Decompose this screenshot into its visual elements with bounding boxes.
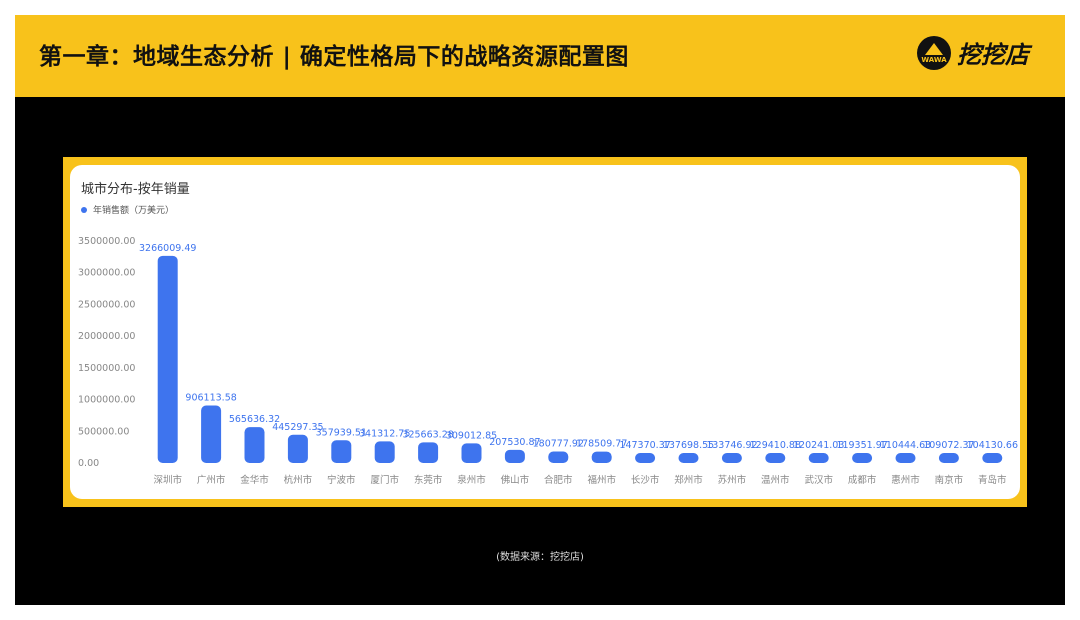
bar[interactable] bbox=[895, 453, 916, 463]
bar[interactable] bbox=[157, 255, 178, 463]
bar[interactable] bbox=[418, 442, 439, 463]
x-tick-label: 合肥市 bbox=[544, 474, 573, 486]
x-tick-label: 南京市 bbox=[935, 474, 964, 486]
chart-legend[interactable]: 年销售额（万美元） bbox=[81, 203, 174, 216]
bar[interactable] bbox=[678, 453, 699, 463]
brand-logo: WAWA 挖挖店 bbox=[917, 35, 1029, 70]
data-label: 906113.58 bbox=[185, 393, 236, 404]
data-label: 3266009.49 bbox=[139, 243, 196, 254]
bar[interactable] bbox=[938, 453, 959, 463]
bar[interactable] bbox=[548, 451, 569, 463]
x-tick-label: 苏州市 bbox=[718, 474, 747, 486]
chart-card: 0.00 500000.00 1000000.00 1500000.00 2000000… bbox=[70, 165, 1020, 499]
bar[interactable] bbox=[808, 453, 829, 463]
x-tick-label: 福州市 bbox=[587, 474, 616, 486]
x-tick-label: 宁波市 bbox=[327, 474, 356, 486]
legend-label: 年销售额（万美元） bbox=[93, 206, 175, 216]
data-label: 357939.51 bbox=[316, 427, 367, 438]
y-tick-label: 2000000.00 bbox=[78, 331, 135, 342]
data-label: 147370.37 bbox=[619, 440, 670, 451]
x-tick-label: 深圳市 bbox=[153, 474, 182, 486]
data-label: 129410.88 bbox=[750, 440, 801, 451]
y-tick-label: 0.00 bbox=[78, 458, 99, 469]
y-tick-label: 2500000.00 bbox=[78, 299, 135, 310]
y-tick-label: 500000.00 bbox=[78, 426, 129, 437]
bar[interactable] bbox=[374, 441, 395, 463]
bar[interactable] bbox=[504, 449, 525, 463]
data-label: 565636.32 bbox=[229, 414, 280, 425]
x-tick-label: 长沙市 bbox=[631, 474, 660, 486]
x-tick-label: 泉州市 bbox=[457, 474, 486, 486]
chart-title: 城市分布-按年销量 bbox=[81, 182, 190, 197]
data-label: 109072.37 bbox=[923, 440, 974, 451]
x-tick-label: 青岛市 bbox=[978, 474, 1007, 486]
logo-mark-text: WAWA bbox=[921, 55, 947, 64]
y-tick-label: 1500000.00 bbox=[78, 363, 135, 374]
data-label: 207530.87 bbox=[489, 437, 540, 448]
logo-icon: WAWA bbox=[917, 35, 951, 70]
data-label: 137698.55 bbox=[663, 440, 714, 451]
bar[interactable] bbox=[852, 453, 873, 463]
x-tick-label: 厦门市 bbox=[370, 474, 399, 486]
bar[interactable] bbox=[635, 453, 656, 463]
data-label: 180777.92 bbox=[533, 439, 584, 450]
bar[interactable] bbox=[982, 453, 1003, 463]
x-tick-label: 成都市 bbox=[848, 474, 877, 486]
page-title: 第一章：地域生态分析 | 确定性格局下的战略资源配置图 bbox=[39, 44, 629, 70]
data-label: 110444.63 bbox=[880, 440, 931, 451]
data-label: 104130.66 bbox=[967, 440, 1018, 451]
bar[interactable] bbox=[244, 427, 265, 463]
data-label: 309012.85 bbox=[446, 430, 497, 441]
slide: 第一章：地域生态分析 | 确定性格局下的战略资源配置图 WAWA 挖挖店 0.0… bbox=[15, 15, 1065, 605]
x-tick-label: 惠州市 bbox=[891, 474, 920, 486]
x-tick-label: 金华市 bbox=[240, 474, 269, 486]
x-tick-label: 东莞市 bbox=[414, 474, 443, 486]
bar[interactable] bbox=[287, 434, 308, 463]
data-label: 119351.97 bbox=[836, 440, 887, 451]
data-label: 445297.35 bbox=[272, 422, 323, 433]
chart-frame: 0.00 500000.00 1000000.00 1500000.00 2000000… bbox=[63, 157, 1027, 507]
data-source-note: (数据来源：挖挖店) bbox=[496, 552, 584, 563]
data-label: 325663.28 bbox=[402, 429, 453, 440]
x-tick-label: 杭州市 bbox=[284, 474, 313, 486]
x-tick-label: 武汉市 bbox=[804, 474, 833, 486]
data-label: 133746.92 bbox=[706, 440, 757, 451]
logo-peak-shape bbox=[925, 42, 943, 55]
bar[interactable] bbox=[591, 451, 612, 463]
x-tick-label: 广州市 bbox=[197, 474, 226, 486]
x-tick-label: 佛山市 bbox=[501, 474, 530, 486]
x-tick-label: 温州市 bbox=[761, 474, 790, 486]
bar[interactable] bbox=[461, 443, 482, 463]
y-tick-label: 3500000.00 bbox=[78, 236, 135, 247]
data-label: 120241.03 bbox=[793, 440, 844, 451]
bar[interactable] bbox=[721, 453, 742, 463]
data-label: 178509.77 bbox=[576, 439, 627, 450]
bar-chart: 0.00 500000.00 1000000.00 1500000.00 2000000… bbox=[78, 236, 1018, 486]
data-label: 341312.75 bbox=[359, 428, 410, 439]
y-tick-label: 3000000.00 bbox=[78, 268, 135, 279]
x-tick-label: 郑州市 bbox=[674, 474, 703, 486]
y-tick-label: 1000000.00 bbox=[78, 395, 135, 406]
header-bar: 第一章：地域生态分析 | 确定性格局下的战略资源配置图 WAWA 挖挖店 bbox=[15, 15, 1065, 97]
legend-dot-icon bbox=[81, 206, 87, 213]
bar[interactable] bbox=[331, 440, 352, 463]
logo-text: 挖挖店 bbox=[957, 41, 1029, 69]
bar[interactable] bbox=[201, 405, 222, 463]
bar[interactable] bbox=[765, 453, 786, 463]
